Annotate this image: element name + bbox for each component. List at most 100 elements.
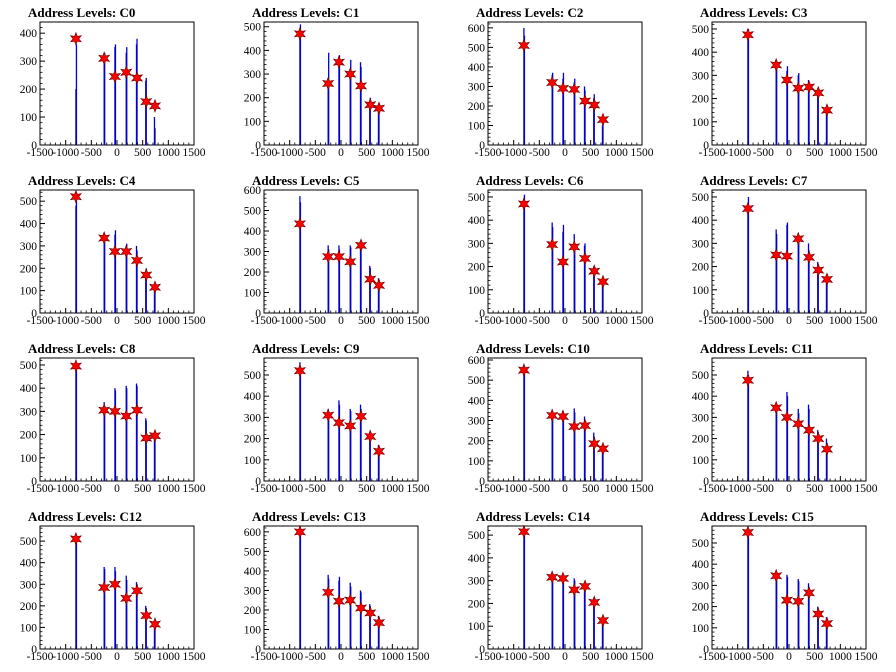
y-tick-label: 500 — [244, 370, 262, 382]
chart-title: Address Levels: C14 — [476, 509, 590, 524]
y-tick-label: 300 — [468, 416, 486, 428]
x-tick-label: -500 — [81, 147, 102, 159]
x-tick-label: 0 — [562, 315, 568, 327]
x-tick-label: -1500 — [475, 483, 502, 495]
peak-marker — [148, 617, 162, 632]
peak-marker — [588, 97, 601, 113]
peak-marker — [364, 605, 377, 620]
peak-marker — [344, 593, 357, 608]
chart-panel-c8: Address Levels: C8 0 100 200 300 400 500 -1500-… — [0, 336, 224, 504]
peak-marker — [588, 264, 601, 279]
peak-marker — [588, 436, 601, 451]
x-tick-label: 0 — [338, 147, 344, 159]
y-tick-label: 400 — [244, 566, 262, 578]
x-tick-label: 1500 — [407, 483, 430, 495]
y-tick-label: 500 — [20, 196, 38, 208]
peak-marker — [792, 416, 805, 431]
x-tick-label: -1000 — [724, 651, 751, 663]
y-tick-label: 200 — [20, 601, 38, 613]
y-tick-label: 100 — [692, 117, 710, 129]
x-tick-label: 500 — [358, 483, 376, 495]
x-tick-label: -500 — [753, 315, 774, 327]
peak-marker — [802, 79, 816, 95]
y-tick-label: 0 — [255, 476, 261, 488]
y-tick-label: 400 — [692, 559, 710, 571]
x-tick-label: 0 — [786, 651, 792, 663]
peak-marker — [354, 600, 368, 616]
y-tick-label: 200 — [20, 430, 38, 442]
x-tick-label: 1000 — [829, 315, 852, 327]
peak-marker — [372, 615, 386, 630]
peak-marker — [98, 403, 111, 418]
y-tick-label: 500 — [244, 546, 262, 558]
y-tick-label: 500 — [244, 22, 262, 34]
peak-marker — [568, 239, 581, 254]
x-tick-label: -1500 — [251, 147, 278, 159]
chart-svg: 0 100 200 300 400 -1500-1000 -500 0 500 1000 1500 — [20, 21, 206, 159]
y-tick-label: 200 — [468, 436, 486, 448]
y-tick-label: 200 — [468, 262, 486, 274]
peak-marker — [130, 70, 144, 85]
x-tick-label: 1000 — [829, 147, 852, 159]
y-tick-label: 100 — [468, 456, 486, 468]
peak-marker — [372, 278, 386, 293]
chart-svg: 0 100 200 300 400 500 -1500-1000 -500 0 500 1000 15… — [244, 21, 430, 159]
x-tick-label: 1000 — [157, 315, 180, 327]
x-tick-label: 500 — [134, 651, 152, 663]
y-tick-label: 100 — [468, 285, 486, 297]
x-tick-label: 500 — [134, 483, 152, 495]
peak-marker — [120, 408, 133, 424]
peak-marker — [354, 78, 368, 93]
x-tick-label: 500 — [358, 315, 376, 327]
peak-marker — [332, 55, 346, 70]
chart-panel-c12: Address Levels: C12 0 100 200 300 400 500 -1500… — [0, 504, 224, 672]
y-tick-label: 200 — [20, 263, 38, 275]
x-tick-label: 500 — [582, 315, 600, 327]
x-tick-label: 1000 — [605, 483, 628, 495]
peak-marker — [69, 189, 83, 204]
x-tick-label: 0 — [338, 651, 344, 663]
x-tick-label: -1500 — [699, 651, 726, 663]
plot-frame — [263, 21, 419, 146]
y-tick-label: 400 — [244, 45, 262, 57]
peak-marker — [546, 408, 559, 423]
chart-svg: 0 100 200 300 400 500 -1500-1000 -500 0 500 1000 15… — [244, 357, 430, 495]
peak-marker — [372, 101, 386, 116]
plot-frame — [487, 525, 643, 650]
x-tick-label: -500 — [305, 315, 326, 327]
peak-marker — [820, 103, 834, 118]
peak-marker — [780, 72, 794, 88]
x-tick-label: 0 — [114, 315, 120, 327]
x-tick-label: 1000 — [157, 651, 180, 663]
peak-marker — [344, 66, 357, 82]
x-tick-label: -500 — [753, 651, 774, 663]
peak-marker — [108, 69, 122, 84]
x-tick-label: 0 — [786, 147, 792, 159]
x-tick-label: -1000 — [52, 147, 79, 159]
y-tick-label: 500 — [20, 536, 38, 548]
x-tick-label: 1000 — [157, 483, 180, 495]
chart-panel-c5: Address Levels: C5 0 100 200 300 400 500 600 -15… — [224, 168, 448, 336]
peak-marker — [780, 249, 794, 264]
y-tick-label: 500 — [20, 360, 38, 372]
chart-svg: 0 100 200 300 400 500 -1500-1000 -500 0 500 1000 15… — [20, 525, 206, 663]
x-tick-label: -500 — [305, 483, 326, 495]
peak-marker — [322, 408, 335, 423]
peak-marker — [140, 94, 153, 109]
chart-panel-c1: Address Levels: C1 0 100 200 300 400 500 -1500-… — [224, 0, 448, 168]
y-tick-label: 100 — [692, 623, 710, 635]
y-tick-label: 100 — [20, 453, 38, 465]
chart-title: Address Levels: C15 — [700, 509, 814, 524]
y-tick-label: 300 — [244, 585, 262, 597]
x-tick-label: 500 — [134, 147, 152, 159]
x-tick-label: -1000 — [500, 315, 527, 327]
peak-marker — [108, 244, 122, 259]
plot-frame — [487, 357, 643, 482]
y-tick-label: 500 — [468, 530, 486, 542]
x-tick-label: -1500 — [27, 483, 54, 495]
x-tick-label: 1500 — [183, 483, 206, 495]
plot-frame — [487, 21, 643, 146]
y-tick-label: 200 — [244, 267, 262, 279]
x-tick-label: -500 — [753, 483, 774, 495]
peak-marker — [546, 570, 559, 585]
